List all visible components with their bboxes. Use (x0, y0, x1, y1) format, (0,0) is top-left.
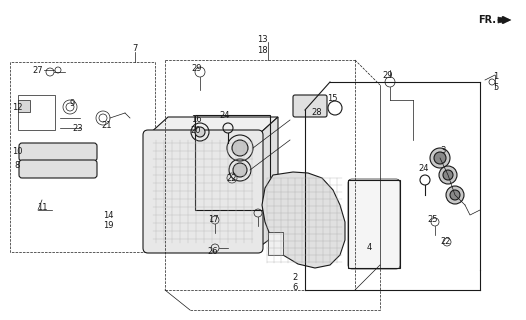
FancyBboxPatch shape (19, 160, 97, 178)
Text: 22: 22 (441, 237, 451, 246)
Circle shape (232, 140, 248, 156)
Text: 7: 7 (133, 44, 138, 52)
Text: FR.: FR. (478, 15, 496, 25)
Text: 25: 25 (428, 215, 438, 225)
Text: 6: 6 (292, 284, 298, 292)
Text: 17: 17 (208, 214, 218, 223)
Text: 15: 15 (327, 93, 337, 102)
Text: 20: 20 (191, 125, 201, 134)
Text: 8: 8 (14, 161, 19, 170)
Text: 13: 13 (257, 35, 267, 44)
Circle shape (233, 163, 247, 177)
Polygon shape (258, 117, 278, 248)
Text: 11: 11 (37, 204, 47, 212)
Text: 9: 9 (69, 99, 75, 108)
Text: 10: 10 (12, 147, 22, 156)
Text: 5: 5 (493, 83, 499, 92)
Polygon shape (18, 100, 30, 112)
Text: 12: 12 (12, 102, 22, 111)
Circle shape (450, 190, 460, 200)
Circle shape (434, 152, 446, 164)
Text: 29: 29 (192, 63, 203, 73)
Circle shape (430, 148, 450, 168)
Text: 2: 2 (292, 274, 298, 283)
Polygon shape (262, 172, 345, 268)
Polygon shape (148, 117, 278, 135)
Circle shape (443, 170, 453, 180)
Text: 4: 4 (367, 244, 372, 252)
Text: 21: 21 (102, 121, 112, 130)
Polygon shape (498, 17, 511, 23)
Text: 3: 3 (440, 146, 446, 155)
Text: 24: 24 (419, 164, 429, 172)
Text: 18: 18 (257, 45, 267, 54)
Text: 19: 19 (103, 221, 113, 230)
Circle shape (446, 186, 464, 204)
Circle shape (195, 127, 205, 137)
Text: 22: 22 (227, 173, 237, 182)
Text: 16: 16 (191, 115, 201, 124)
FancyBboxPatch shape (293, 95, 327, 117)
Text: 29: 29 (383, 70, 393, 79)
Text: 24: 24 (220, 110, 230, 119)
Polygon shape (268, 232, 283, 255)
Text: 14: 14 (103, 211, 113, 220)
FancyBboxPatch shape (19, 143, 97, 161)
Text: 26: 26 (208, 247, 218, 257)
FancyBboxPatch shape (143, 130, 263, 253)
Text: 23: 23 (73, 124, 83, 132)
Text: 27: 27 (33, 66, 43, 75)
Text: 1: 1 (493, 71, 499, 81)
Polygon shape (348, 180, 400, 268)
Text: 28: 28 (312, 108, 322, 116)
Circle shape (439, 166, 457, 184)
